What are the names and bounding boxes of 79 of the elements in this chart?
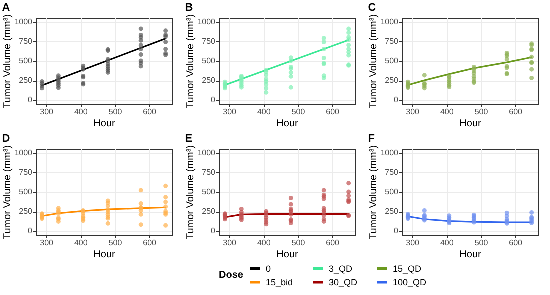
y-tick-label: 250	[19, 207, 34, 216]
y-tick-label: 500	[385, 188, 400, 196]
y-tick-label: 250	[202, 76, 216, 86]
y-tick-label: 250	[385, 207, 400, 216]
chart-title: C	[368, 2, 376, 14]
x-tick-label: 500	[292, 108, 306, 116]
x-tick-label: 600	[143, 238, 158, 248]
x-tick-label: 500	[108, 238, 123, 248]
y-tick-label: 750	[202, 36, 216, 46]
text: 15_QD	[393, 264, 422, 274]
y-axis-title: Tumor Volume (mm³)	[368, 145, 380, 240]
text: 0	[266, 264, 272, 274]
y-tick-label: 500	[385, 56, 400, 66]
y-tick-label: 1000	[14, 17, 34, 26]
x-tick-label: 600	[326, 108, 340, 116]
y-tick-label: 1000	[198, 17, 216, 26]
y-tick-label: 1000	[14, 148, 34, 158]
x-tick-label: 400	[74, 238, 88, 248]
x-tick-label: 400	[440, 238, 454, 248]
x-axis-title: Hour	[276, 118, 299, 130]
legend-title: Dose	[219, 270, 244, 281]
x-tick-label: 300	[406, 238, 420, 248]
y-axis-title: Tumor Volume (mm³)	[2, 145, 14, 240]
y-tick-label: 750	[385, 36, 400, 46]
chart-title: E	[185, 132, 193, 145]
x-tick-label: 600	[326, 238, 340, 248]
y-tick-label: 0	[211, 226, 216, 236]
chart-title: D	[2, 132, 10, 145]
y-tick-label: 0	[28, 96, 34, 105]
y-tick-label: 500	[202, 56, 216, 66]
x-tick-label: 500	[474, 108, 489, 116]
x-tick-label: 600	[509, 108, 524, 116]
x-tick-label: 300	[40, 238, 54, 248]
x-axis-title: Hour	[460, 250, 482, 260]
x-axis-title: Hour	[460, 118, 482, 130]
x-tick-label: 300	[223, 238, 238, 248]
legend-label: 30_QD	[329, 278, 358, 288]
x-tick-label: 300	[223, 108, 238, 116]
text: 15_bid	[266, 278, 294, 288]
text: 3_QD	[329, 264, 353, 274]
chart-title: F	[368, 132, 376, 145]
x-tick-label: 600	[509, 238, 524, 248]
chart-title: B	[185, 2, 194, 14]
x-axis-title: Hour	[94, 250, 116, 260]
y-tick-label: 750	[19, 36, 34, 46]
y-tick-label: 500	[19, 188, 34, 196]
y-tick-label: 250	[19, 76, 34, 86]
y-tick-label: 1000	[380, 17, 400, 26]
x-tick-label: 300	[40, 108, 54, 116]
x-tick-label: 500	[474, 238, 489, 248]
y-tick-label: 0	[394, 226, 400, 236]
x-tick-label: 500	[292, 238, 306, 248]
y-tick-label: 500	[202, 188, 216, 196]
x-tick-label: 300	[406, 108, 420, 116]
x-tick-label: 400	[257, 238, 272, 248]
x-axis-title: Hour	[94, 118, 116, 130]
y-tick-label: 750	[19, 168, 34, 177]
y-tick-label: 750	[385, 168, 400, 177]
y-tick-label: 1000	[380, 148, 400, 158]
y-tick-label: 250	[202, 207, 216, 216]
x-axis-title: Hour	[276, 250, 299, 260]
chart-title: A	[2, 2, 10, 14]
text: 100_QD	[393, 278, 427, 288]
y-tick-label: 750	[202, 168, 216, 177]
x-tick-label: 400	[440, 108, 454, 116]
y-axis-title: Tumor Volume (mm³)	[2, 14, 14, 109]
x-tick-label: 600	[143, 108, 158, 116]
y-tick-label: 0	[28, 226, 34, 236]
y-tick-label: 500	[19, 56, 34, 66]
y-tick-label: 1000	[198, 148, 216, 158]
y-tick-label: 0	[394, 96, 400, 105]
x-tick-label: 400	[74, 108, 88, 116]
y-axis-title: Tumor Volume (mm³)	[368, 14, 380, 109]
y-axis-title: Tumor Volume (mm³)	[186, 145, 197, 240]
x-tick-label: 500	[108, 108, 123, 116]
y-tick-label: 0	[211, 96, 216, 105]
x-tick-label: 400	[257, 108, 272, 116]
y-tick-label: 250	[385, 76, 400, 86]
y-axis-title: Tumor Volume (mm³)	[186, 14, 197, 109]
